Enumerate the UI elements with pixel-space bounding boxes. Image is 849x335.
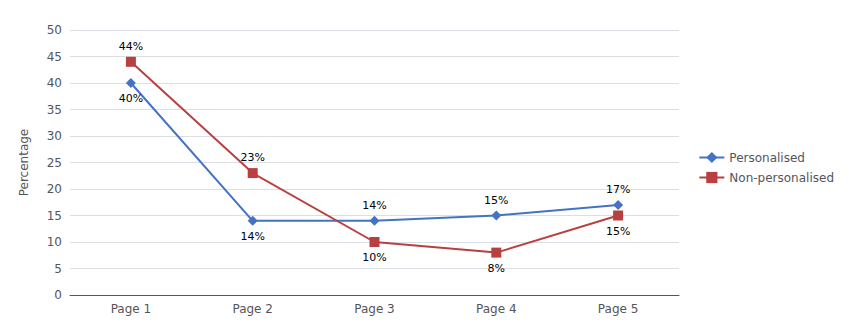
svg-text:30: 30: [47, 129, 62, 143]
svg-text:14%: 14%: [240, 230, 264, 243]
svg-text:0: 0: [54, 288, 62, 302]
svg-text:5: 5: [54, 262, 62, 276]
svg-text:Non-personalised: Non-personalised: [729, 171, 834, 185]
svg-text:10: 10: [47, 235, 62, 249]
svg-text:25: 25: [47, 156, 62, 170]
svg-text:14%: 14%: [362, 199, 386, 212]
svg-text:35: 35: [47, 103, 62, 117]
svg-text:Personalised: Personalised: [729, 151, 805, 165]
svg-text:23%: 23%: [240, 151, 264, 164]
svg-text:44%: 44%: [119, 40, 143, 53]
svg-text:40: 40: [47, 76, 62, 90]
svg-text:15: 15: [47, 209, 62, 223]
svg-text:Page 3: Page 3: [354, 302, 395, 316]
svg-text:10%: 10%: [362, 251, 386, 264]
svg-text:Page 5: Page 5: [598, 302, 639, 316]
svg-text:15%: 15%: [484, 194, 508, 207]
svg-text:8%: 8%: [488, 262, 505, 275]
svg-text:Page 1: Page 1: [111, 302, 152, 316]
svg-text:45: 45: [47, 50, 62, 64]
svg-text:20: 20: [47, 182, 62, 196]
svg-text:50: 50: [47, 23, 62, 37]
svg-text:17%: 17%: [606, 183, 630, 196]
svg-text:40%: 40%: [119, 92, 143, 105]
svg-text:Page 2: Page 2: [232, 302, 273, 316]
svg-text:Percentage: Percentage: [17, 129, 31, 197]
svg-text:Page 4: Page 4: [476, 302, 517, 316]
svg-text:15%: 15%: [606, 225, 630, 238]
